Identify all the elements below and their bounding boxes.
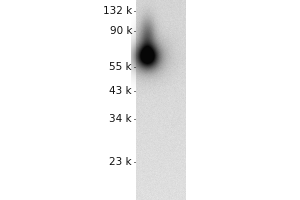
Text: 34 k: 34 k [110, 114, 132, 124]
Text: 90 k: 90 k [110, 26, 132, 36]
Text: 23 k: 23 k [110, 157, 132, 167]
Text: 43 k: 43 k [110, 86, 132, 96]
Text: 132 k: 132 k [103, 6, 132, 16]
Text: 55 k: 55 k [110, 62, 132, 72]
